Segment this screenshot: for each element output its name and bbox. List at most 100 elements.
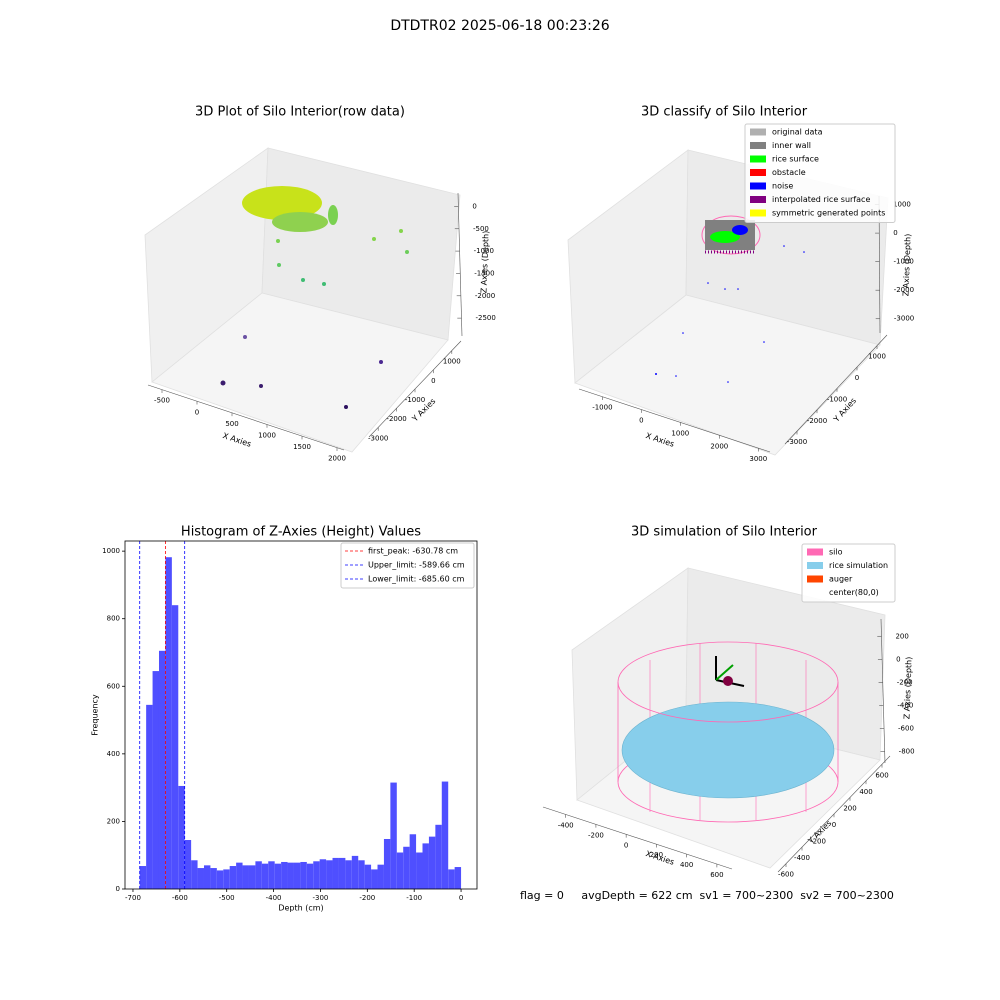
point <box>675 375 677 377</box>
x-tick-label: -500 <box>219 894 235 902</box>
bar <box>216 870 224 889</box>
figure-title: DTDTR02 2025-06-18 00:23:26 <box>390 18 609 34</box>
bar <box>197 868 204 889</box>
bar <box>319 859 327 889</box>
point <box>220 380 226 386</box>
point <box>301 278 305 282</box>
z-tick-label: 0 <box>472 202 476 210</box>
x-tick-label: -200 <box>359 894 375 902</box>
bar <box>293 862 301 889</box>
bar <box>364 864 372 889</box>
legend-label: silo <box>829 548 843 557</box>
legend-label: inner wall <box>772 141 811 150</box>
legend-swatch <box>750 155 766 163</box>
point <box>737 288 739 290</box>
bar <box>448 869 455 889</box>
y-tick-label: 0 <box>832 821 836 829</box>
status-text: flag = 0 avgDepth = 622 cm sv1 = 700~230… <box>520 889 894 902</box>
legend-swatch <box>807 562 823 569</box>
bar <box>338 857 346 889</box>
bar <box>306 863 314 889</box>
point-cloud <box>328 205 338 225</box>
noise <box>732 225 748 235</box>
points-2 <box>655 215 805 383</box>
y-tick-label: 800 <box>107 615 120 623</box>
legend-label: interpolated rice surface <box>772 195 870 204</box>
z-tick-label: 0 <box>896 655 900 663</box>
x-tick-label: -1000 <box>592 404 612 412</box>
legend-label: original data <box>772 128 823 137</box>
point <box>727 381 729 383</box>
point <box>707 282 709 284</box>
y-tick-label: -400 <box>794 854 810 862</box>
y-tick-label: -1000 <box>827 395 847 403</box>
z-tick-label: -200 <box>897 678 913 686</box>
point <box>259 384 263 388</box>
z-axis-label: Z Axies (Depth) <box>901 234 912 297</box>
bar <box>287 862 294 889</box>
x-tick-label: 2000 <box>710 442 728 450</box>
legend-swatch <box>750 182 766 190</box>
legend-label: auger <box>829 575 853 584</box>
bar <box>236 862 243 889</box>
z-tick-label: -500 <box>473 225 489 233</box>
legend-swatch <box>807 548 823 556</box>
point-cloud <box>272 212 328 232</box>
y-axis-label: Frequency <box>91 694 100 736</box>
bar <box>416 852 423 889</box>
bar <box>165 557 172 889</box>
z-tick-label: -800 <box>899 747 915 755</box>
z-tick-label: -3000 <box>894 315 914 323</box>
x-tick-label: 1000 <box>258 431 276 439</box>
bar <box>146 704 153 889</box>
x-tick-label: 600 <box>710 871 723 879</box>
axis-line <box>542 806 733 870</box>
bar <box>210 868 217 889</box>
bar <box>441 781 449 889</box>
y-tick-label: 200 <box>843 804 856 812</box>
point <box>399 229 403 233</box>
z-tick-label: -2500 <box>476 314 496 322</box>
point <box>344 405 348 409</box>
point <box>405 250 409 254</box>
bar <box>139 866 147 889</box>
chart-title: 3D classify of Silo Interior <box>641 105 808 120</box>
bar <box>332 857 339 889</box>
silo-top <box>617 641 839 723</box>
bar <box>261 863 269 889</box>
y-tick-label: 200 <box>107 817 120 825</box>
point <box>724 288 726 290</box>
axis-arrow <box>715 664 734 681</box>
point <box>655 373 657 375</box>
axis-line <box>880 618 886 764</box>
legend-swatch <box>807 575 823 583</box>
x-tick-label: -300 <box>313 894 329 902</box>
x-tick-label: 2000 <box>328 455 346 463</box>
point <box>763 341 765 343</box>
x-tick-label: 500 <box>225 420 238 428</box>
y-tick-label: -3000 <box>787 438 807 446</box>
chart-title: 3D simulation of Silo Interior <box>631 525 818 540</box>
bar <box>454 867 462 889</box>
z-tick-label: -1000 <box>893 258 913 266</box>
pane <box>151 292 449 453</box>
bar <box>422 843 429 889</box>
point <box>243 335 247 339</box>
point <box>803 251 805 253</box>
z-tick-label: -400 <box>897 701 913 709</box>
point <box>276 239 280 243</box>
axis-line <box>578 388 771 453</box>
bar <box>242 865 249 889</box>
chart-title: Histogram of Z-Axies (Height) Values <box>181 525 421 540</box>
z-tick-label: 1000 <box>893 201 911 209</box>
x-tick-label: 1000 <box>671 429 689 437</box>
bar <box>171 605 179 889</box>
bar <box>409 834 417 889</box>
x-tick-label: 0 <box>459 894 463 902</box>
point <box>783 245 785 247</box>
bar <box>178 785 185 889</box>
z-tick-label: -1500 <box>474 269 494 277</box>
z-axis-label: Z Axies (Depth) <box>902 657 913 720</box>
legend-label: noise <box>772 182 793 191</box>
y-tick-label: 400 <box>859 788 872 796</box>
